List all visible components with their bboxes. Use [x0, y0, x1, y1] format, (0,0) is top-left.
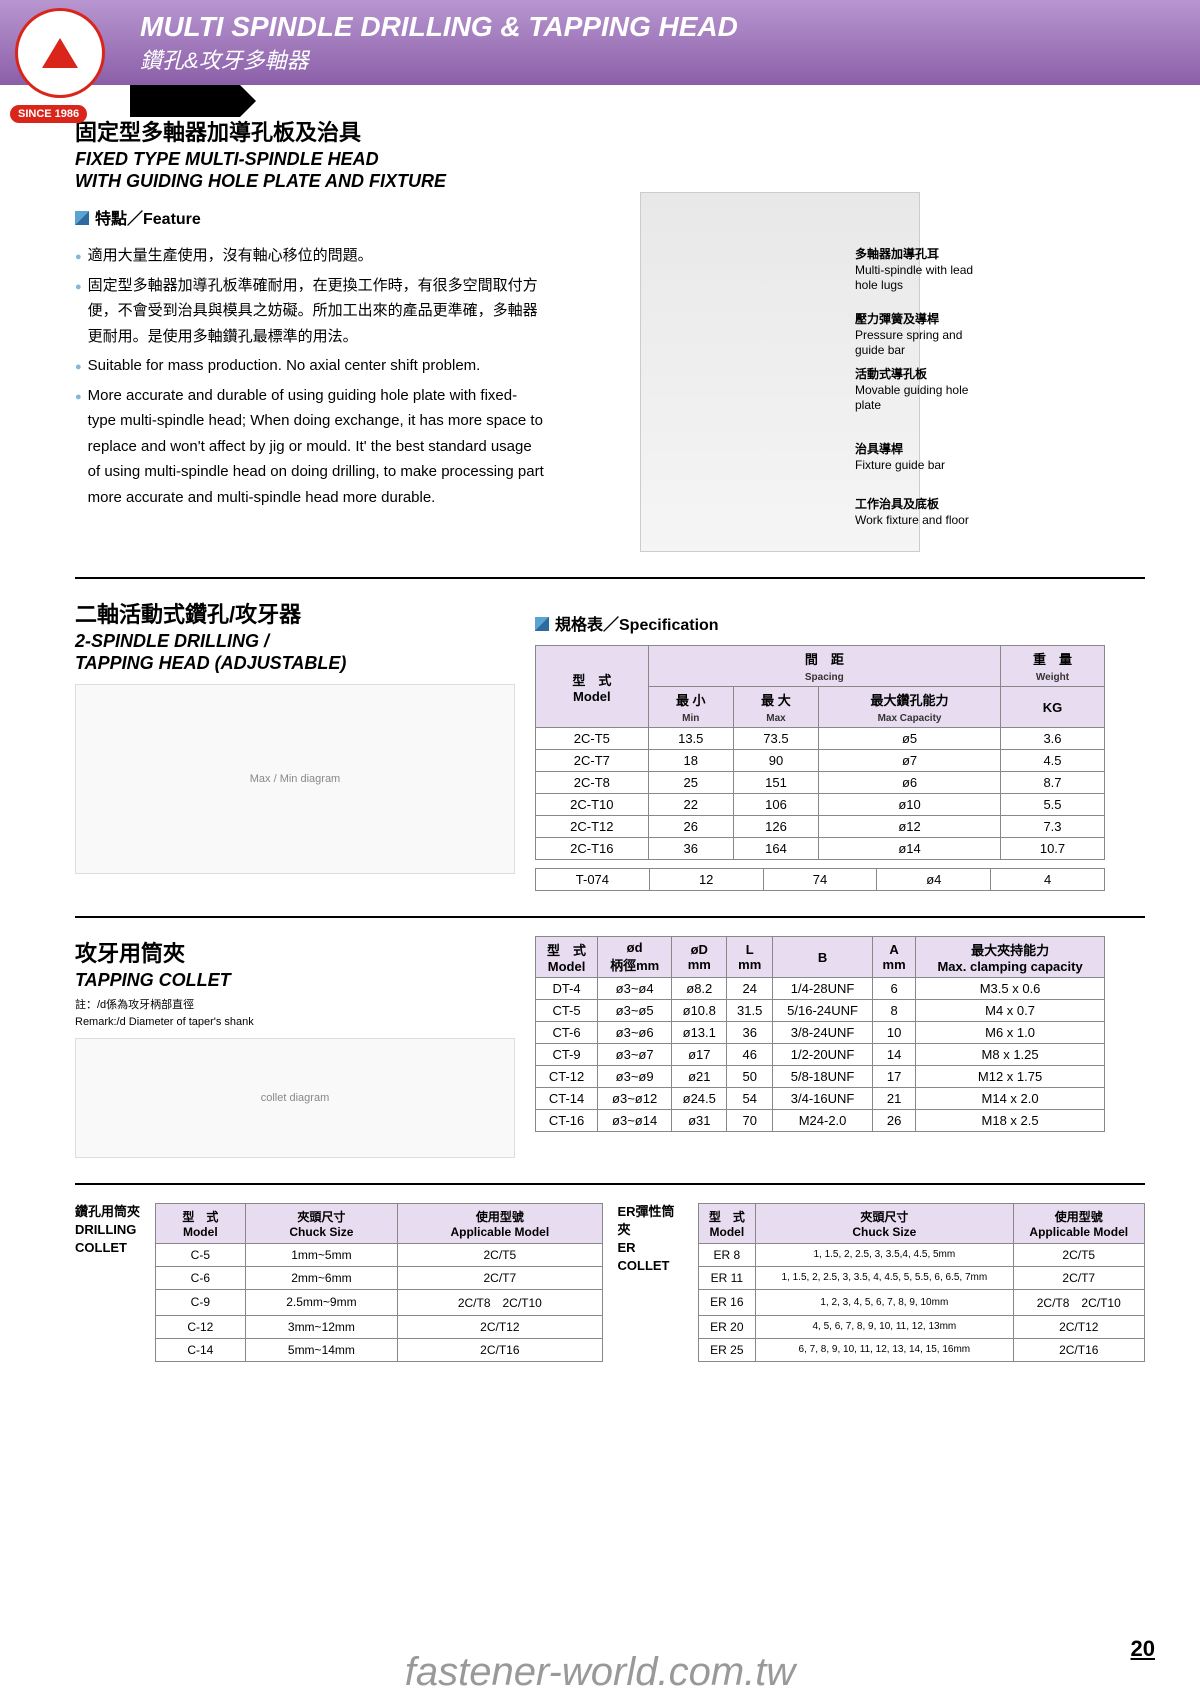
- table-row: CT-9ø3~ø7ø17461/2-20UNF14M8 x 1.25: [536, 1044, 1105, 1066]
- bottom-tables: 鑽孔用筒夾DRILLING COLLET 型 式Model夾頭尺寸Chuck S…: [75, 1203, 1145, 1362]
- feature-bullet: Suitable for mass production. No axial c…: [75, 353, 545, 379]
- sec1-title-en2: WITH GUIDING HOLE PLATE AND FIXTURE: [75, 171, 1145, 193]
- feature-bullet: More accurate and durable of using guidi…: [75, 383, 545, 511]
- table-row: 2C-T1226126ø127.3: [536, 816, 1105, 838]
- machine-label: 工作治具及底板Work fixture and floor: [855, 497, 969, 528]
- drill-collet-label: 鑽孔用筒夾DRILLING COLLET: [75, 1203, 145, 1258]
- sec3-remark-en: Remark:/d Diameter of taper's shank: [75, 1016, 515, 1028]
- table-row: ER 161, 2, 3, 4, 5, 6, 7, 8, 9, 10mm2C/T…: [698, 1289, 1145, 1315]
- sec2-title-zh: 二軸活動式鑽孔/攻牙器: [75, 597, 515, 629]
- table-row: ER 111, 1.5, 2, 2.5, 3, 3.5, 4, 4.5, 5, …: [698, 1266, 1145, 1289]
- table-row: CT-14ø3~ø12ø24.5543/4-16UNF21M14 x 2.0: [536, 1088, 1105, 1110]
- sec2-title-en1: 2-SPINDLE DRILLING /: [75, 631, 515, 653]
- spec-table: 型 式Model 間 距Spacing 重 量Weight 最 小Min 最 大…: [535, 645, 1105, 860]
- sec3-title-zh: 攻牙用筒夾: [75, 936, 515, 968]
- spindle-diagram: Max / Min diagram: [75, 684, 515, 874]
- divider: [75, 916, 1145, 918]
- table-row: C-92.5mm~9mm2C/T8 2C/T10: [156, 1289, 603, 1315]
- feature-header: 特點／Feature: [75, 206, 545, 233]
- divider: [75, 577, 1145, 579]
- header-title-zh: 鑽孔&攻牙多軸器: [140, 43, 738, 75]
- sec1-title-zh: 固定型多軸器加導孔板及治具: [75, 115, 1145, 147]
- watermark-bottom: fastener-world.com.tw: [405, 1650, 796, 1695]
- sec2-title-en2: TAPPING HEAD (ADJUSTABLE): [75, 653, 515, 675]
- table-row: CT-6ø3~ø6ø13.1363/8-24UNF10M6 x 1.0: [536, 1022, 1105, 1044]
- table-row: 2C-T1636164ø1410.7: [536, 838, 1105, 860]
- table-row: 2C-T1022106ø105.5: [536, 794, 1105, 816]
- company-logo: SINCE 1986: [15, 8, 125, 118]
- drill-collet-table: 型 式Model夾頭尺寸Chuck Size使用型號Applicable Mod…: [155, 1203, 603, 1362]
- section-tapping-collet: 攻牙用筒夾 TAPPING COLLET 註：/d係為攻牙柄部直徑 Remark…: [75, 936, 1145, 1158]
- table-row: 2C-T513.573.5ø53.6: [536, 728, 1105, 750]
- table-row: DT-4ø3~ø4ø8.2241/4-28UNF6M3.5 x 0.6: [536, 978, 1105, 1000]
- page-header: SINCE 1986 MULTI SPINDLE DRILLING & TAPP…: [0, 0, 1200, 85]
- table-row: ER 256, 7, 8, 9, 10, 11, 12, 13, 14, 15,…: [698, 1338, 1145, 1361]
- table-row: ER 204, 5, 6, 7, 8, 9, 10, 11, 12, 13mm2…: [698, 1315, 1145, 1338]
- table-row: T-0741274ø44: [536, 869, 1105, 891]
- table-row: ER 81, 1.5, 2, 2.5, 3, 3.5,4, 4.5, 5mm2C…: [698, 1243, 1145, 1266]
- table-row: CT-12ø3~ø9ø21505/8-18UNF17M12 x 1.75: [536, 1066, 1105, 1088]
- spec-table-extra: T-0741274ø44: [535, 868, 1105, 891]
- sec1-title-en1: FIXED TYPE MULTI-SPINDLE HEAD: [75, 149, 1145, 171]
- collet-table: 型 式Modelød柄徑mmøDmmLmmBAmm最大夾持能力Max. clam…: [535, 936, 1105, 1132]
- feature-bullet: 固定型多軸器加導孔板準確耐用，在更換工作時，有很多空間取付方便，不會受到治具與模…: [75, 273, 545, 350]
- table-row: C-51mm~5mm2C/T5: [156, 1243, 603, 1266]
- section-2spindle: 二軸活動式鑽孔/攻牙器 2-SPINDLE DRILLING / TAPPING…: [75, 597, 1145, 891]
- collet-diagram: collet diagram: [75, 1038, 515, 1158]
- machine-label: 多軸器加導孔耳Multi-spindle with lead hole lugs: [855, 247, 995, 294]
- table-row: C-62mm~6mm2C/T7: [156, 1266, 603, 1289]
- table-row: C-123mm~12mm2C/T12: [156, 1315, 603, 1338]
- since-badge: SINCE 1986: [10, 105, 87, 123]
- table-row: CT-16ø3~ø14ø3170M24-2.026M18 x 2.5: [536, 1110, 1105, 1132]
- page-number: 20: [1131, 1636, 1155, 1662]
- table-row: 2C-T825151ø68.7: [536, 772, 1105, 794]
- sec3-remark-zh: 註：/d係為攻牙柄部直徑: [75, 996, 515, 1012]
- table-row: C-145mm~14mm2C/T16: [156, 1338, 603, 1361]
- machine-label: 壓力彈簧及導桿Pressure spring and guide bar: [855, 312, 995, 359]
- section-fixed-type: 固定型多軸器加導孔板及治具 FIXED TYPE MULTI-SPINDLE H…: [75, 115, 1145, 552]
- divider: [75, 1183, 1145, 1185]
- table-row: 2C-T71890ø74.5: [536, 750, 1105, 772]
- er-collet-table: 型 式Model夾頭尺寸Chuck Size使用型號Applicable Mod…: [698, 1203, 1146, 1362]
- machine-label: 治具導桿Fixture guide bar: [855, 442, 945, 473]
- table-row: CT-5ø3~ø5ø10.831.55/16-24UNF8M4 x 0.7: [536, 1000, 1105, 1022]
- sec3-title-en: TAPPING COLLET: [75, 970, 515, 992]
- spec-header: 規格表／Specification: [535, 611, 1105, 635]
- machine-diagram: 多軸器加導孔耳Multi-spindle with lead hole lugs…: [565, 192, 995, 552]
- header-title-en: MULTI SPINDLE DRILLING & TAPPING HEAD: [140, 11, 738, 43]
- er-collet-label: ER彈性筒夾ER COLLET: [618, 1203, 688, 1276]
- feature-bullet: 適用大量生產使用，沒有軸心移位的問題。: [75, 243, 545, 269]
- arrow-tab: [130, 85, 240, 117]
- machine-label: 活動式導孔板Movable guiding hole plate: [855, 367, 995, 414]
